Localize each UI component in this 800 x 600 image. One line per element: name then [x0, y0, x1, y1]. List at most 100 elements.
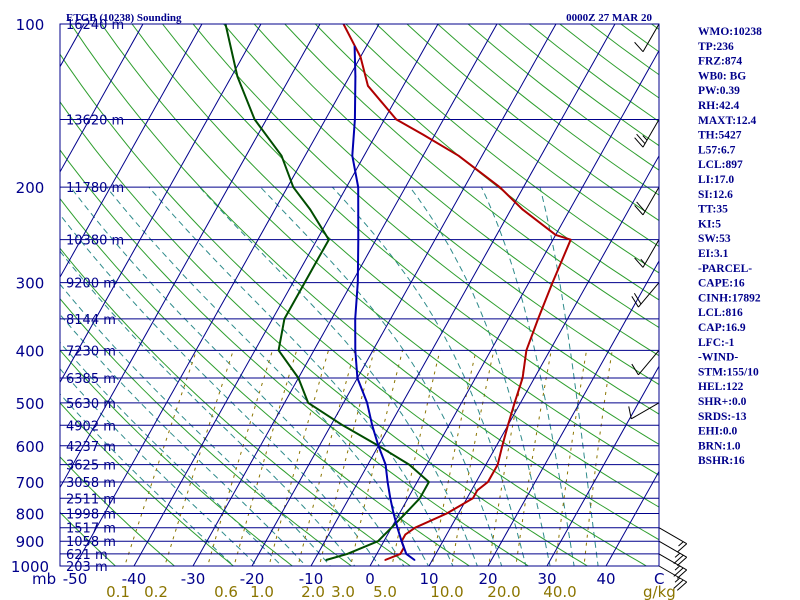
isotherm-line: [192, 24, 498, 566]
stability-index: KI:5: [698, 218, 721, 230]
temperature-point: [457, 154, 460, 157]
stability-index: LFC:-1: [698, 337, 735, 349]
wetbulb-point: [384, 463, 387, 466]
isotherm-line: [605, 470, 659, 566]
moist-adiabat-line: [60, 213, 380, 566]
height-label: 4237 m: [66, 440, 116, 455]
dewpoint-point: [280, 154, 283, 157]
mixing-ratio-axis-labels: 0.1 0.2 0.6 1.0 2.0 3.0 5.0 10.0 20.0 40.0: [106, 583, 577, 600]
height-label: 3625 m: [66, 459, 116, 474]
mixing-ratio-tick-label: 20.0: [487, 583, 520, 600]
dewpoint-point: [404, 512, 407, 515]
height-label: 10380 m: [66, 234, 124, 249]
wetbulb-point: [392, 512, 395, 515]
mixing-ratio-line: [233, 350, 298, 566]
mixing-ratio-tick-label: 0.2: [144, 583, 168, 600]
dewpoint-point: [390, 526, 393, 529]
mixing-ratio-tick-label: 2.0: [301, 583, 325, 600]
moist-adiabats: [60, 186, 599, 566]
mixing-ratio-tick-label: 0.1: [106, 583, 130, 600]
temperature-point: [537, 318, 539, 320]
temperature-point: [525, 349, 528, 352]
temperature-point: [501, 444, 504, 447]
dewpoint-point: [303, 281, 306, 284]
temperature-profile: [342, 24, 572, 561]
mixing-ratio-line: [297, 350, 356, 566]
temperature-point: [513, 402, 516, 404]
wetbulb-point: [377, 444, 380, 447]
stability-index: STM:155/10: [698, 366, 759, 378]
wetbulb-point: [386, 481, 389, 483]
wetbulb-point: [396, 526, 399, 529]
dewpoint-point: [341, 424, 344, 427]
temperature-point: [487, 481, 489, 483]
stability-indices-panel: WMO:10238 TP:236 FRZ:874 WB0: BG PW:0.39 RH:4…: [698, 26, 762, 467]
dewpoint-point: [346, 553, 349, 555]
wetbulb-point: [351, 154, 354, 157]
temperature-point: [367, 84, 369, 87]
temperature-point: [395, 118, 398, 121]
stability-index: CAP:16.9: [698, 322, 746, 334]
stability-index: LCL:897: [698, 159, 743, 171]
moist-adiabat-line: [260, 186, 503, 566]
moist-adiabat-line: [60, 313, 307, 566]
wind-barb: [634, 186, 660, 216]
temperature-point: [359, 56, 362, 58]
stability-index: LI:17.0: [698, 174, 734, 186]
height-label: 7230 m: [66, 344, 116, 359]
height-label: 8144 m: [66, 313, 116, 328]
stability-index: -WIND-: [698, 352, 738, 364]
mixing-ratio-tick-label: 1.0: [250, 583, 274, 600]
stability-index: TT:35: [698, 204, 728, 216]
pressure-tick-label: 200: [16, 179, 45, 197]
temperature-tick-label: 0: [365, 570, 375, 588]
temperature-tick-label: 20: [478, 570, 497, 588]
stability-index: SRDS:-13: [698, 411, 747, 423]
height-label: 203 m: [66, 560, 108, 575]
stability-index: HEL:122: [698, 381, 744, 393]
height-label: 3058 m: [66, 476, 116, 491]
wind-barb: [631, 282, 660, 308]
stability-index: EI:3.1: [698, 248, 729, 260]
pressure-tick-label: 600: [16, 438, 45, 456]
mixing-ratio-line: [318, 350, 375, 566]
wind-barb: [634, 23, 660, 53]
mixing-ratio-tick-label: 40.0: [543, 583, 576, 600]
wetbulb-point: [354, 75, 357, 78]
dewpoint-point: [277, 349, 280, 352]
height-label: 13620 m: [66, 113, 124, 128]
wetbulb-point: [357, 281, 359, 284]
height-label: 11780 m: [66, 181, 124, 196]
stability-index: TP:236: [698, 41, 734, 53]
temperature-tick-label: -20: [240, 570, 265, 588]
stability-index: -PARCEL-: [698, 263, 752, 275]
temperature-point: [554, 234, 557, 236]
height-label: 4902 m: [66, 419, 116, 434]
height-label: 16240 m: [66, 18, 124, 33]
wetbulb-point: [353, 45, 356, 48]
temperature-point: [496, 463, 499, 466]
temperature-tick-label: -30: [181, 570, 206, 588]
pressure-tick-label: 800: [16, 505, 45, 523]
mixing-ratio-tick-label: 5.0: [373, 583, 397, 600]
temperature-tick-label: -10: [299, 570, 324, 588]
mixing-ratio-line: [488, 350, 528, 566]
height-label: 6385 m: [66, 372, 116, 387]
height-label: 1998 m: [66, 507, 116, 522]
stability-index: SHR+:0.0: [698, 396, 747, 408]
temperature-tick-label: 40: [596, 570, 615, 588]
wetbulb-point: [357, 186, 360, 188]
mixing-ratio-tick-label: 0.6: [214, 583, 238, 600]
moist-adiabat-line: [60, 283, 331, 566]
stability-index: L57:6.7: [698, 144, 736, 156]
chart-title: ETGB (10238) Sounding: [66, 12, 182, 24]
wetbulb-point: [354, 118, 356, 121]
height-label: 1058 m: [66, 535, 116, 550]
mixing-ratio-line: [583, 350, 613, 566]
temperature-tick-label: 10: [419, 570, 438, 588]
wetbulb-point: [366, 402, 368, 404]
mixing-ratio-line: [124, 350, 197, 566]
moist-adiabat-line: [199, 186, 478, 566]
wind-barb: [658, 527, 688, 553]
dewpoint-point: [253, 118, 256, 121]
